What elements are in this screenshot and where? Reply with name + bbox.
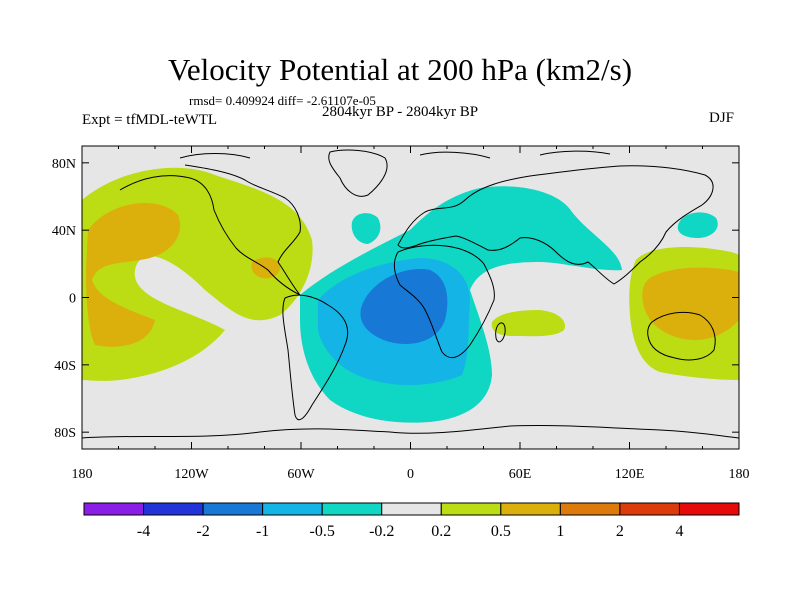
contour-iberia-teal [351,213,381,244]
lon-tick-label: 120W [174,467,209,482]
lat-tick-label: 80N [52,157,76,172]
colorbar-label: 4 [675,523,683,540]
lat-tick-label: 0 [69,292,76,307]
colorbar-swatch [678,502,740,516]
colorbar-label: -1 [256,523,269,540]
coast-greenland [328,149,388,197]
lon-tick-label: 0 [407,467,414,482]
colorbar-label: -4 [137,523,150,540]
coast-africa [393,244,495,359]
lon-tick-label: 180 [72,467,93,482]
coast-antarctica [82,424,739,439]
contour-pacific-orange [86,203,181,347]
colorbar-label: 0.2 [431,523,451,540]
colorbar-label: 2 [616,523,624,540]
colorbar-swatch [202,502,264,516]
tick-marks [81,146,740,449]
colorbar-swatch [262,502,323,516]
contour-atlantic-core [360,269,448,344]
coast-eurasia [397,165,714,285]
map-title: Velocity Potential at 200 hPa (km2/s) [167,52,633,87]
lon-tick-label: 60W [287,467,315,482]
coast-australia [647,311,716,361]
experiment-label: Expt = tfMDL-teWTL [82,112,218,128]
colorbar-swatch [83,502,145,516]
contour-indian-green [491,310,565,337]
season-label: DJF [709,110,735,126]
colorbar-label: -0.5 [310,523,335,540]
colorbar-swatch [500,502,561,516]
contour-wpacific-orange [642,267,739,340]
colorbar-swatch [619,502,680,516]
lat-tick-label: 80S [54,426,76,441]
lon-tick-label: 60E [509,467,532,482]
lon-tick-label: 180 [729,467,750,482]
colorbar-label: 0.5 [491,523,511,540]
colorbar-swatch [381,502,442,516]
stats-text: rmsd= 0.409924 diff= -2.61107e-05 [189,93,376,108]
coastlines [82,149,739,439]
colorbar-label: 1 [556,523,564,540]
colorbar-label: -2 [196,523,209,540]
coast-arctic [179,150,611,159]
colorbar-swatch [321,502,383,516]
colorbar-label: -0.2 [369,523,394,540]
lat-tick-label: 40S [54,359,76,374]
colorbar-swatch [143,502,204,516]
coast-south-america [282,294,349,421]
colorbar-swatch [559,502,621,516]
tick-labels: 180 120W 60W 0 60E 120E 180 80N 40N 0 40S 80S [52,157,750,482]
coast-madagascar [495,322,506,343]
lon-tick-label: 120E [615,467,645,482]
lat-tick-label: 40N [52,224,76,239]
contour-fills [82,167,739,423]
colorbar: -4 -2 -1 -0.5 -0.2 0.2 0.5 1 2 4 [83,502,740,540]
contour-nw-pacific [677,212,718,238]
period-label: 2804kyr BP - 2804kyr BP [322,104,479,120]
colorbar-swatch [440,502,502,516]
